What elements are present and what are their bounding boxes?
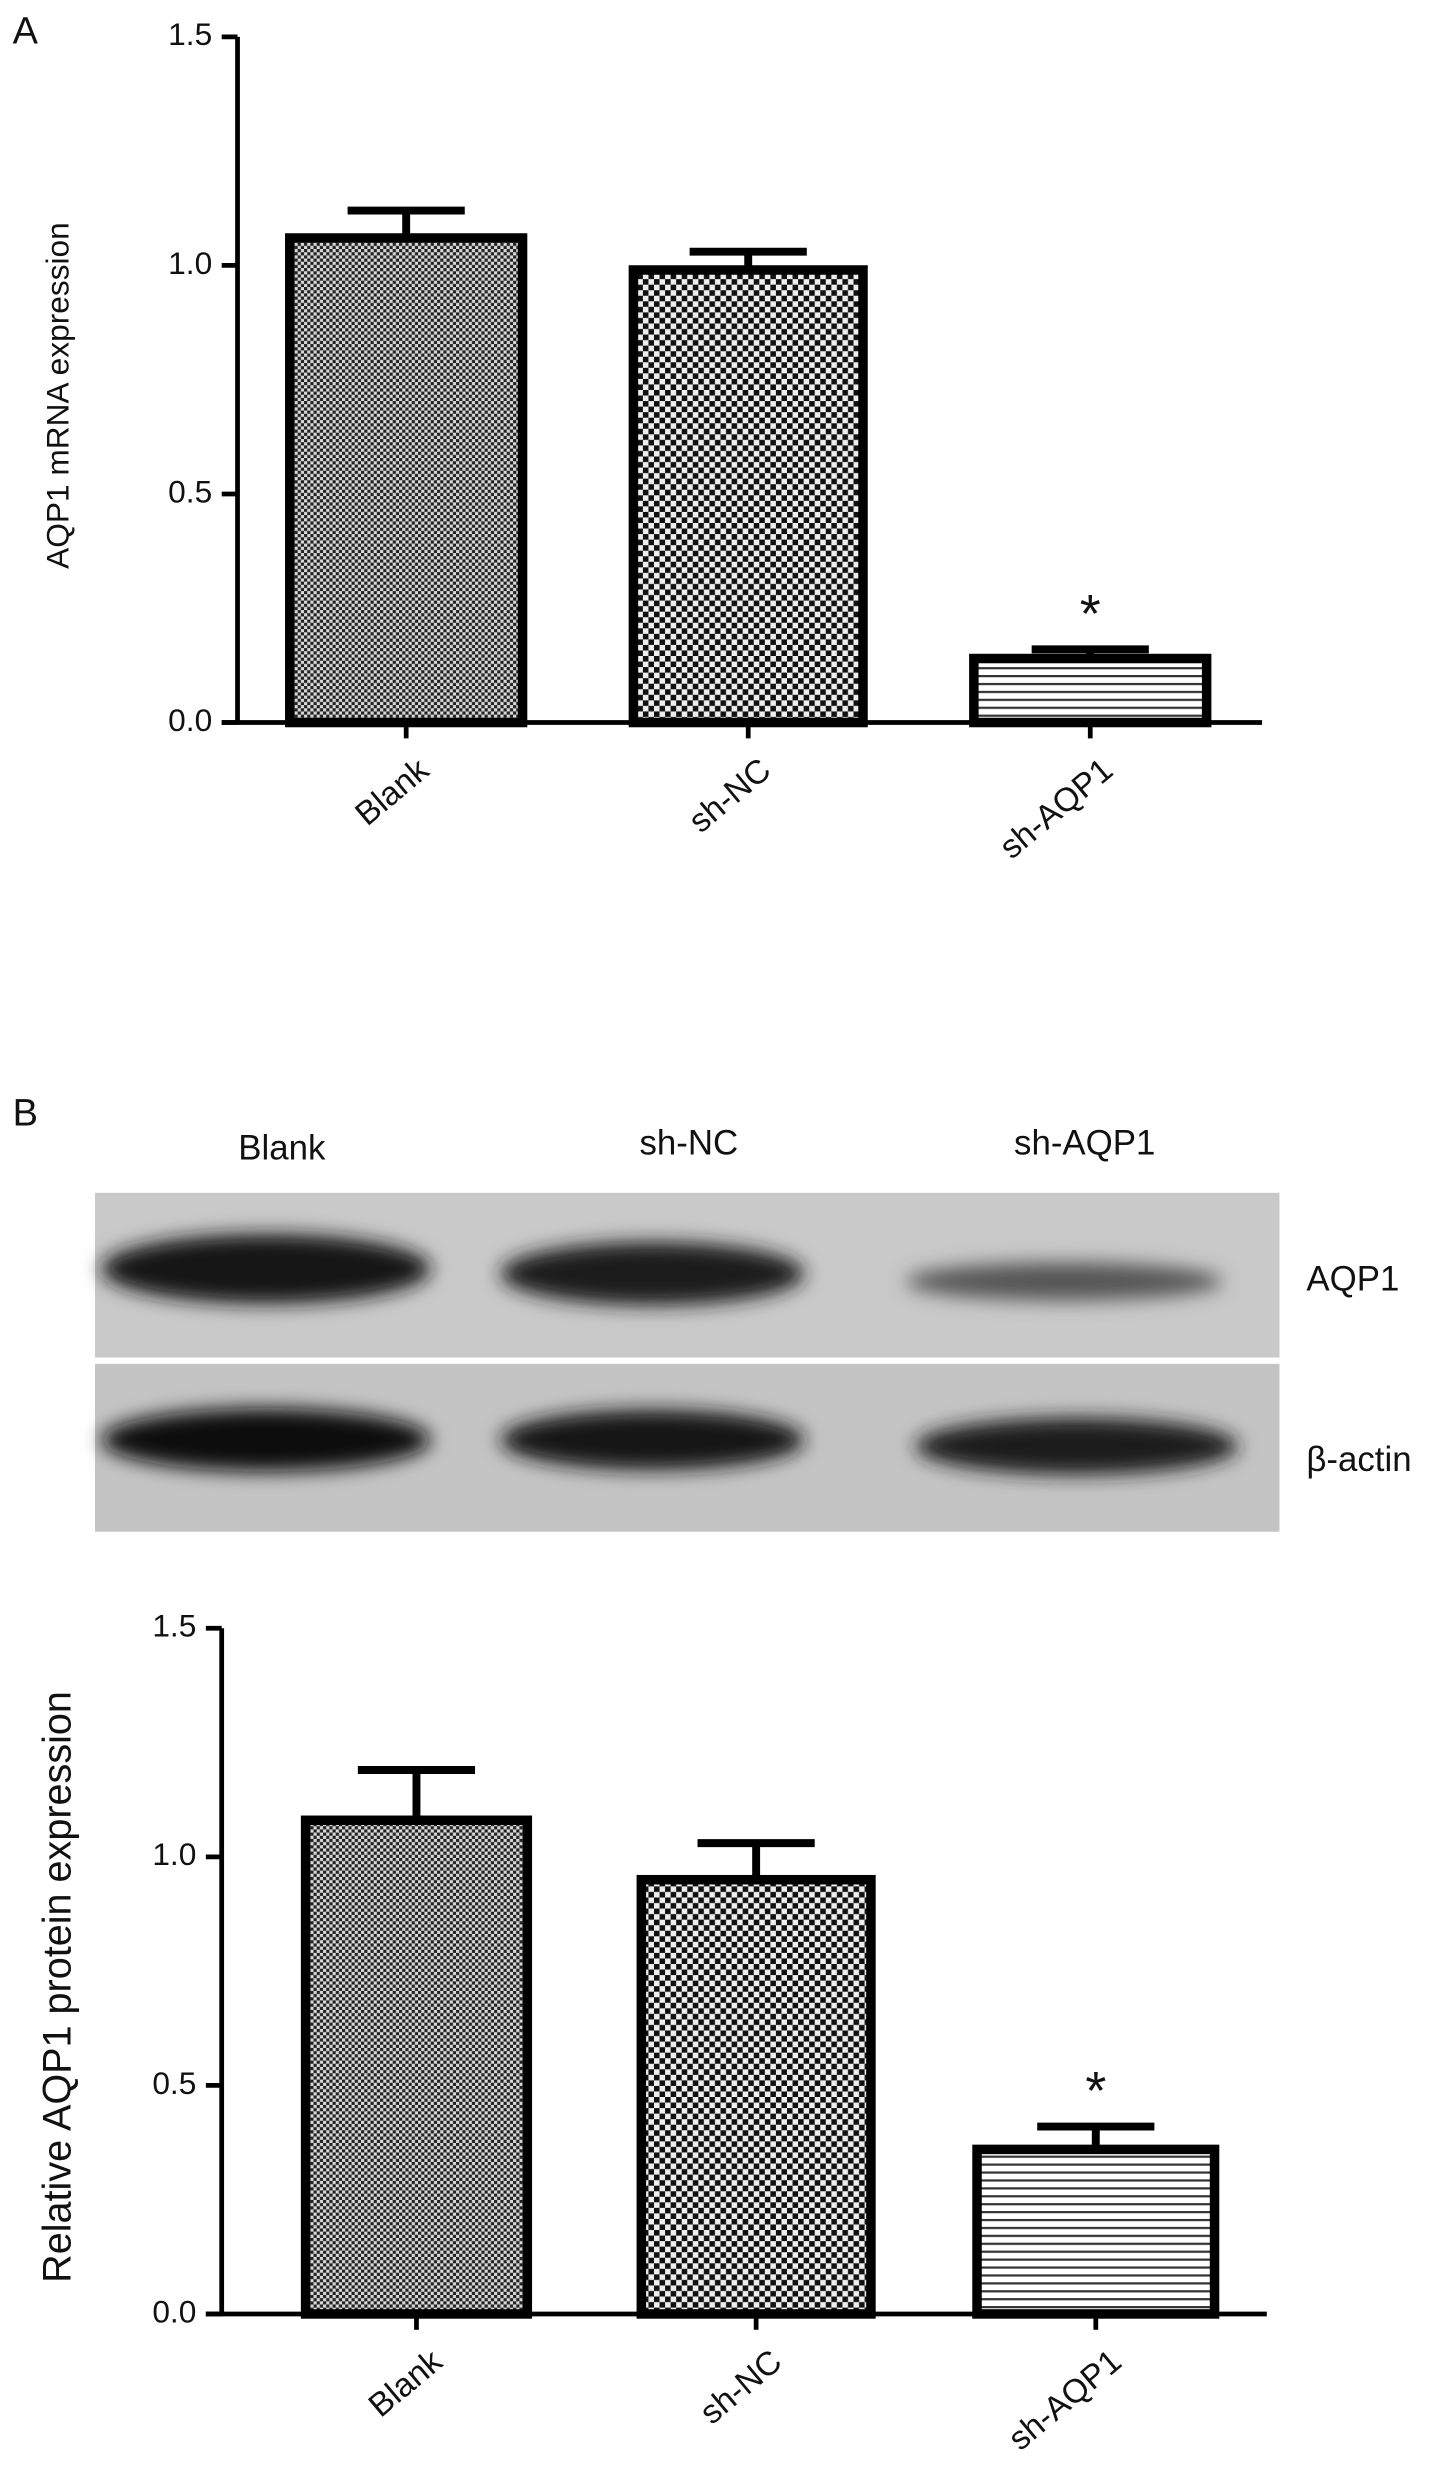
lane-label: sh-AQP1 <box>1014 1124 1155 1163</box>
lane-label: sh-NC <box>639 1124 738 1163</box>
x-tick-label: sh-AQP1 <box>993 751 1120 866</box>
x-tick-label: sh-NC <box>693 2343 789 2432</box>
x-tick-label: sh-AQP1 <box>1002 2343 1129 2458</box>
y-tick-label: 0.5 <box>152 2065 196 2101</box>
bar <box>969 653 1212 728</box>
band <box>500 1409 805 1470</box>
bar-chart: Relative AQP1 protein expression 0.0 0.5 1.… <box>36 1608 1267 2458</box>
y-axis-title: Relative AQP1 protein expression <box>36 1691 80 2283</box>
panel-label: A <box>13 11 39 53</box>
row-label: AQP1 <box>1306 1260 1399 1299</box>
band <box>101 1233 431 1304</box>
band <box>905 1262 1223 1301</box>
y-tick-label: 0.0 <box>168 702 212 738</box>
bar <box>972 2144 1220 2319</box>
bar-chart: AQP1 mRNA expression 0.0 0.5 1.0 1.5 Blank sh-… <box>40 16 1263 866</box>
y-tick-label: 0.0 <box>152 2293 196 2329</box>
y-tick-label: 0.5 <box>168 473 212 509</box>
significance-marker: * <box>1085 2061 1106 2121</box>
band <box>500 1241 805 1306</box>
band <box>915 1417 1239 1475</box>
panel-label: B <box>13 1092 38 1134</box>
y-tick-label: 1.5 <box>168 16 212 52</box>
y-tick-label: 1.0 <box>152 1836 196 1872</box>
x-tick-label: Blank <box>348 751 436 833</box>
x-tick-label: sh-NC <box>682 751 778 840</box>
bar <box>636 1874 876 2319</box>
row-label: β-actin <box>1306 1440 1411 1479</box>
bar <box>628 265 868 728</box>
y-tick-label: 1.0 <box>168 245 212 281</box>
band <box>101 1408 431 1472</box>
western-blot: Blank sh-NC sh-AQP1 AQP1 β-actin <box>95 1124 1412 1532</box>
x-tick-label: Blank <box>362 2343 450 2425</box>
lane-label: Blank <box>238 1128 326 1167</box>
bar <box>285 233 528 728</box>
significance-marker: * <box>1080 584 1101 644</box>
bar <box>300 1815 533 2319</box>
y-axis-title: AQP1 mRNA expression <box>40 222 76 569</box>
y-tick-label: 1.5 <box>152 1608 196 1644</box>
